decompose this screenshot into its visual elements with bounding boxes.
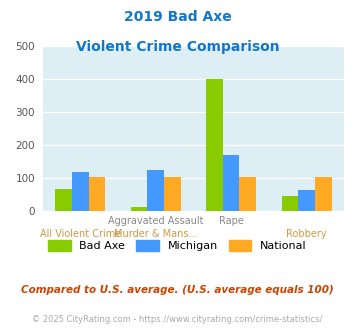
Legend: Bad Axe, Michigan, National: Bad Axe, Michigan, National xyxy=(46,238,309,253)
Text: Robbery: Robbery xyxy=(286,229,327,239)
Bar xyxy=(89,177,105,211)
Bar xyxy=(164,177,181,211)
Bar xyxy=(131,207,147,211)
Bar xyxy=(206,79,223,211)
Bar xyxy=(55,189,72,211)
Bar xyxy=(298,190,315,211)
Bar xyxy=(223,155,240,211)
Bar xyxy=(315,177,332,211)
Bar xyxy=(147,170,164,211)
Text: Aggravated Assault: Aggravated Assault xyxy=(108,216,203,226)
Bar xyxy=(72,172,89,211)
Text: © 2025 CityRating.com - https://www.cityrating.com/crime-statistics/: © 2025 CityRating.com - https://www.city… xyxy=(32,315,323,324)
Text: Rape: Rape xyxy=(219,216,244,226)
Text: Violent Crime Comparison: Violent Crime Comparison xyxy=(76,40,279,53)
Bar xyxy=(240,177,256,211)
Text: Compared to U.S. average. (U.S. average equals 100): Compared to U.S. average. (U.S. average … xyxy=(21,285,334,295)
Bar xyxy=(282,196,298,211)
Text: 2019 Bad Axe: 2019 Bad Axe xyxy=(124,10,231,24)
Text: All Violent Crime: All Violent Crime xyxy=(40,229,121,239)
Text: Murder & Mans...: Murder & Mans... xyxy=(114,229,197,239)
